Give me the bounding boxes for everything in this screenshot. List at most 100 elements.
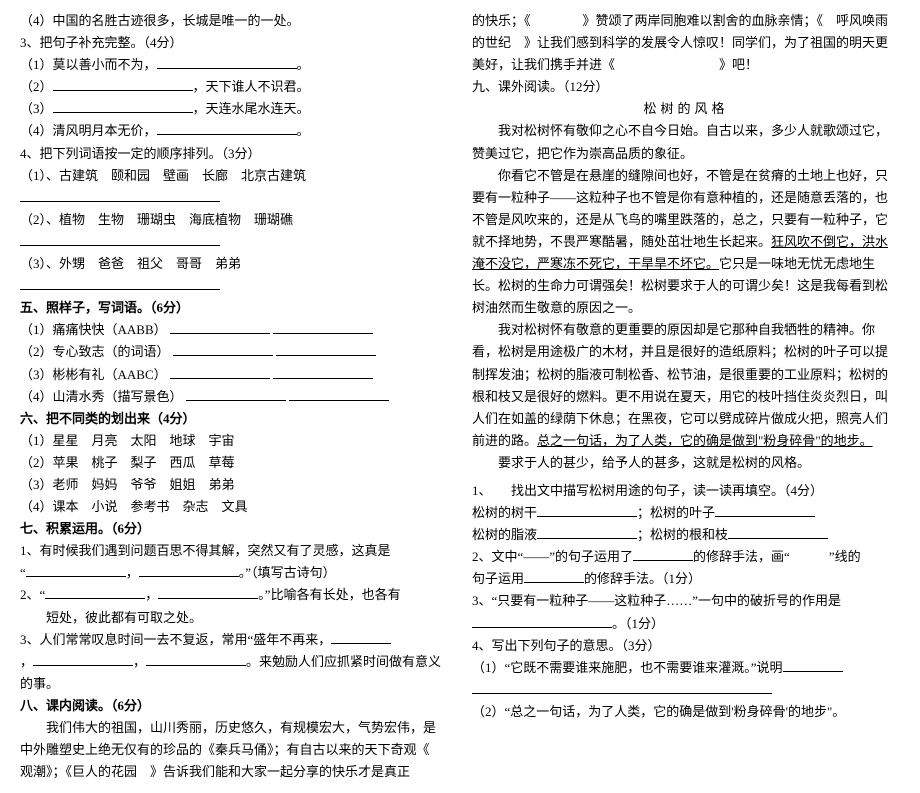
blank <box>157 121 297 135</box>
s5-3-label: （3）彬彬有礼（AABC） <box>20 367 167 382</box>
blank <box>472 680 772 694</box>
rq2-a: 2、文中“——”的句子运用了 <box>472 549 633 564</box>
s7-2c: 。”比喻各有长处，也各有 <box>258 587 400 602</box>
s5-2: （2）专心致志（的词语） <box>20 341 448 363</box>
s7-3a: 3、人们常常叹息时间一去不复返，常用“盛年不再来， <box>20 632 331 647</box>
s7-3b: ，，。来勉励人们应抓紧时间做有意义的事。 <box>20 651 448 695</box>
p1: 我对松树怀有敬仰之心不自今日始。自古以来，多少人就歌颂过它，赞美过它，把它作为崇… <box>472 120 900 164</box>
rq3-b: 。（1分） <box>612 616 664 631</box>
rq1-b2: ；松树的叶子 <box>637 505 715 520</box>
blank <box>472 614 612 628</box>
q3-3a: （3） <box>20 101 53 116</box>
s7-2d: 短处，彼此都有可取之处。 <box>20 607 448 629</box>
blank <box>20 188 220 202</box>
q3-4a: （4）清风明月本无价， <box>20 123 157 138</box>
blank <box>20 276 220 290</box>
blank <box>289 387 389 401</box>
q3-2: （2） ，天下谁人不识君。 <box>20 76 448 98</box>
s7-2: 2、“ ， 。”比喻各有长处，也各有 <box>20 584 448 606</box>
q3-title: 3、把句子补充完整。（4分） <box>20 32 448 54</box>
q4-2-blank <box>20 231 448 253</box>
s7-2a: 2、“ <box>20 587 45 602</box>
s5-4-label: （4）山清水秀（描写景色） <box>20 389 183 404</box>
rq2-d: 的修辞手法。（1分） <box>584 571 701 586</box>
blank <box>524 569 584 583</box>
s7-1a: 1、有时候我们遇到问题百思不得其解，突然又有了灵感，这真是 <box>20 543 391 558</box>
rq4-t: 4、写出下列句子的意思。（3分） <box>472 635 900 657</box>
article-title: 松树的风格 <box>472 98 900 120</box>
rq2-b: 的修辞手法，画“ ”线的 <box>693 549 861 564</box>
q4-title: 4、把下列词语按一定的顺序排列。（3分） <box>20 143 448 165</box>
blank <box>139 563 239 577</box>
rq3: 3、“只要有一粒种子——这粒种子……”一句中的破折号的作用是 <box>472 590 900 612</box>
p3: 我对松树怀有敬意的更重要的原因却是它那种自我牺牲的精神。你看，松树是用途极广的木… <box>472 319 900 452</box>
blank <box>170 320 270 334</box>
blank <box>783 658 843 672</box>
s7-2d-txt: 短处，彼此都有可取之处。 <box>46 610 202 625</box>
blank <box>26 563 126 577</box>
blank <box>728 525 828 539</box>
q3-1b: 。 <box>297 57 310 72</box>
q3-2b: ，天下谁人不识君。 <box>193 79 310 94</box>
sec8-title: 八、课内阅读。（6分） <box>20 695 448 717</box>
blank <box>331 630 391 644</box>
rq3b: 。（1分） <box>472 613 900 635</box>
s7-2b: ， <box>145 587 158 602</box>
blank <box>537 525 637 539</box>
rq2-c: 句子运用 <box>472 571 524 586</box>
q4-1: （1）、古建筑 颐和园 壁画 长廊 北京古建筑 <box>20 165 448 187</box>
s7-1d: 。”（填写古诗句） <box>239 565 336 580</box>
blank <box>276 342 376 356</box>
s6-4: （4）课本 小说 参考书 杂志 文具 <box>20 496 448 518</box>
s5-4: （4）山清水秀（描写景色） <box>20 386 448 408</box>
blank <box>20 232 220 246</box>
item-4-4: （4）中国的名胜古迹很多，长城是唯一的一处。 <box>20 10 448 32</box>
blank <box>157 55 297 69</box>
rq4-1a: （1）“它既不需要谁来施肥，也不需要谁来灌溉。”说明 <box>472 660 783 675</box>
s5-2-label: （2）专心致志（的词语） <box>20 344 170 359</box>
sec6-title: 六、把不同类的划出来（4分） <box>20 408 448 430</box>
s7-1b: “，。”（填写古诗句） <box>20 562 448 584</box>
p2: 你看它不管是在悬崖的缝隙间也好，不管是在贫瘠的土地上也好，只要有一粒种子——这粒… <box>472 165 900 320</box>
left-column: （4）中国的名胜古迹很多，长城是唯一的一处。 3、把句子补充完整。（4分） （1… <box>20 10 448 783</box>
blank <box>715 503 815 517</box>
r-cont: 的快乐；《 》赞颂了两岸同胞难以割舍的血脉亲情；《 呼风唤雨的世纪 》让我们感到… <box>472 10 900 76</box>
q3-4: （4）清风明月本无价，。 <box>20 120 448 142</box>
rq1-c2: ；松树的根和枝 <box>637 527 728 542</box>
s7-3c: ， <box>133 654 146 669</box>
sec7-title: 七、积累运用。（6分） <box>20 518 448 540</box>
blank <box>146 652 246 666</box>
rq2: 2、文中“——”的句子运用了 的修辞手法，画“ ”线的 <box>472 546 900 568</box>
q4-1-blank <box>20 187 448 209</box>
blank <box>537 503 637 517</box>
blank <box>45 585 145 599</box>
blank <box>633 547 693 561</box>
rq3-a: 3、“只要有一粒种子——这粒种子……”一句中的破折号的作用是 <box>472 593 841 608</box>
blank <box>173 342 273 356</box>
q3-2a: （2） <box>20 79 53 94</box>
blank <box>53 99 193 113</box>
blank <box>53 77 193 91</box>
s6-1: （1）星星 月亮 太阳 地球 宇宙 <box>20 430 448 452</box>
s7-3: 3、人们常常叹息时间一去不复返，常用“盛年不再来， <box>20 629 448 651</box>
s7-1c: ， <box>126 565 139 580</box>
s5-1: （1）痛痛快快（AABB） <box>20 319 448 341</box>
p4: 要求于人的甚少，给予人的甚多，这就是松树的风格。 <box>472 452 900 474</box>
rq4-1-blank <box>472 679 900 701</box>
q3-1a: （1）莫以善小而不为， <box>20 57 157 72</box>
rq4-1: （1）“它既不需要谁来施肥，也不需要谁来灌溉。”说明 <box>472 657 900 679</box>
blank <box>170 365 270 379</box>
sec9-title: 九、课外阅读。（12分） <box>472 76 900 98</box>
blank <box>186 387 286 401</box>
s8-p: 我们伟大的祖国，山川秀丽，历史悠久，有规模宏大，气势宏伟，是中外雕塑史上绝无仅有… <box>20 717 448 783</box>
rq1-c: 松树的脂液 ；松树的根和枝 <box>472 524 900 546</box>
s6-2: （2）苹果 桃子 梨子 西瓜 草莓 <box>20 452 448 474</box>
blank <box>158 585 258 599</box>
s7-3b-txt: ， <box>20 654 33 669</box>
s7-1: 1、有时候我们遇到问题百思不得其解，突然又有了灵感，这真是 <box>20 540 448 562</box>
rq4-2: （2）“总之一句话，为了人类，它的确是做到'粉身碎骨'的地步"。 <box>472 701 900 723</box>
p3b-underlined: 总之一句话，为了人类，它的确是做到"粉身碎骨"的地步。 <box>537 433 873 448</box>
q4-2: （2）、植物 生物 珊瑚虫 海底植物 珊瑚礁 <box>20 209 448 231</box>
q4-3: （3）、外甥 爸爸 祖父 哥哥 弟弟 <box>20 253 448 275</box>
rq1-c1: 松树的脂液 <box>472 527 537 542</box>
